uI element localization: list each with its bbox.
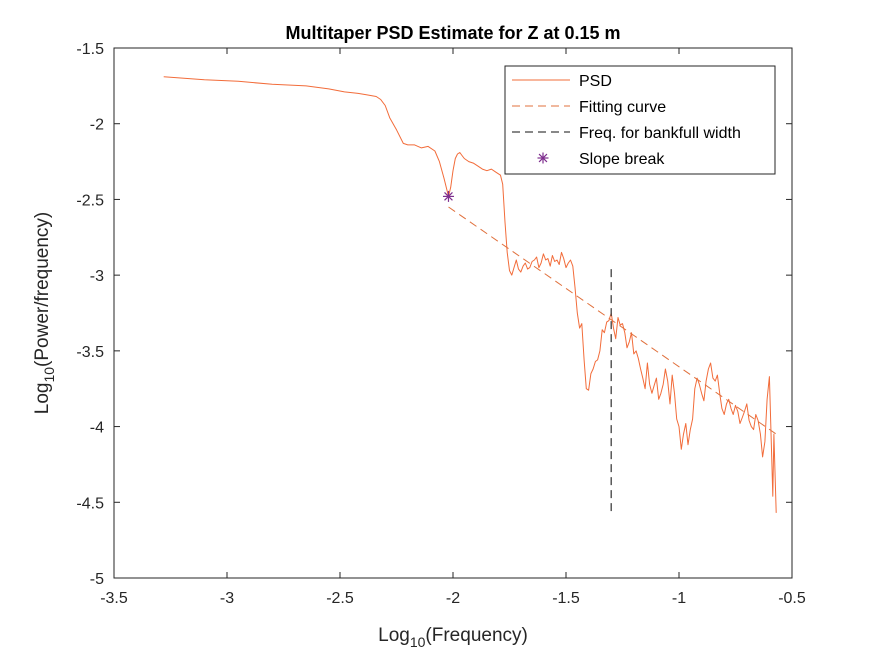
y-axis-label: Log10(Power/frequency) xyxy=(32,212,57,415)
x-tick-label: -2.5 xyxy=(326,590,354,607)
x-tick-label: -1 xyxy=(672,590,686,607)
legend-label-psd: PSD xyxy=(579,73,612,90)
y-tick-label: -4 xyxy=(90,420,104,437)
series-line-fitting-curve xyxy=(448,206,777,435)
legend-label-slope-break: Slope break xyxy=(579,151,665,168)
legend-marker-star xyxy=(537,152,549,164)
y-tick-label: -3 xyxy=(90,268,104,285)
legend-swatch-slope-break xyxy=(537,152,549,164)
x-tick-label: -2 xyxy=(446,590,460,607)
y-tick-label: -3.5 xyxy=(76,344,104,361)
legend-label-bankfull-width: Freq. for bankfull width xyxy=(579,125,741,142)
y-tick-label: -2.5 xyxy=(76,192,104,209)
x-tick-label: -1.5 xyxy=(552,590,580,607)
slope-break-marker xyxy=(442,190,454,202)
legend-box xyxy=(504,65,776,175)
x-axis-label-rest: (Frequency) xyxy=(425,625,527,646)
y-axis-label-base: Log xyxy=(32,383,53,415)
x-axis-label: Log10(Frequency) xyxy=(378,625,528,650)
legend: PSD Fitting curve Freq. for bankfull wid… xyxy=(504,65,776,175)
y-tick-label: -2 xyxy=(90,117,104,134)
y-axis-label-rest: (Power/frequency) xyxy=(32,212,53,367)
y-tick-label: -1.5 xyxy=(76,41,104,58)
y-axis-label-subscript: 10 xyxy=(41,367,57,383)
ticks-layer: -3.5 -3 -2.5 -2 -1.5 -1 -0.5 -5 -4.5 -4 -3.5 -3 -2.5… xyxy=(76,41,805,607)
series-line-psd xyxy=(163,76,777,513)
chart-title: Multitaper PSD Estimate for Z at 0.15 m xyxy=(285,23,620,43)
x-axis-label-base: Log xyxy=(378,625,410,646)
x-tick-label: -3.5 xyxy=(100,590,128,607)
y-tick-label: -4.5 xyxy=(76,495,104,512)
y-tick-label: -5 xyxy=(90,571,104,588)
x-tick-label: -0.5 xyxy=(778,590,806,607)
legend-label-fitting-curve: Fitting curve xyxy=(579,99,666,116)
series-layer xyxy=(163,76,777,516)
x-tick-label: -3 xyxy=(220,590,234,607)
x-axis-label-subscript: 10 xyxy=(410,634,426,650)
